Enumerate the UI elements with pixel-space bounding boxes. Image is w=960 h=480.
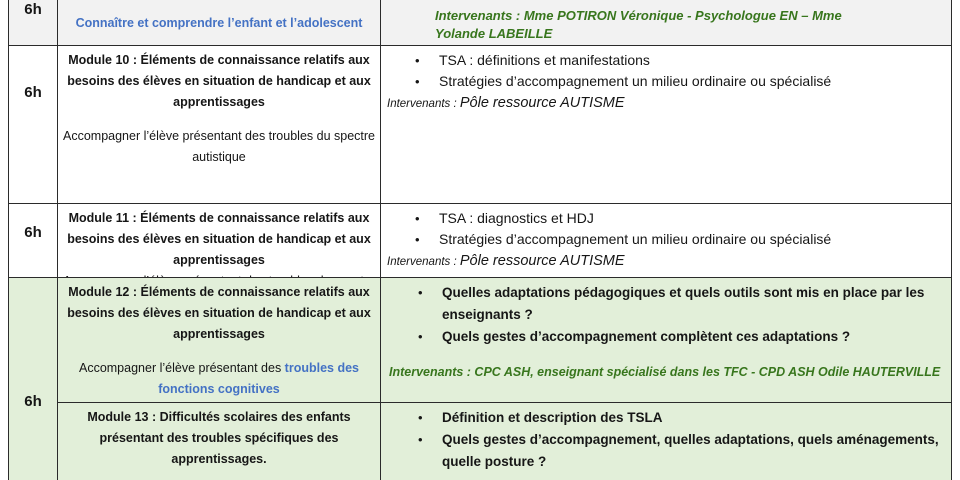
intervenants-text: Intervenants : CPC ASH, enseignant spéci… <box>389 365 941 379</box>
section-title: Connaître et comprendre l’enfant et l’ad… <box>75 15 363 30</box>
bullet-text: Stratégies d’accompagnement un milieu or… <box>439 73 832 89</box>
hours-value: 6h <box>24 84 42 101</box>
subtitle-highlight: troubles des fonctions cognitives <box>158 361 359 396</box>
bullet-text: Quels gestes d’accompagnement, quelles a… <box>442 432 939 469</box>
intervenants-value: Pôle ressource AUTISME <box>459 95 625 111</box>
intervenants-line: Intervenants : Pôle ressource AUTISME <box>387 250 943 273</box>
bullet-item: • Quelles adaptations pédagogiques et qu… <box>387 282 943 326</box>
intervenants-value: Pôle ressource AUTISME <box>459 253 625 269</box>
module-title: Module 12 : Éléments de connaissance rel… <box>67 285 371 341</box>
intervenants-text: Intervenants : Mme POTIRON Véronique - P… <box>435 8 842 41</box>
bullet-item: • Stratégies d’accompagnement un milieu … <box>387 229 943 250</box>
bullet-icon: • <box>415 232 420 247</box>
bullet-text: Quelles adaptations pédagogiques et quel… <box>442 285 925 322</box>
module-description-cell: Module 13 : Difficultés scolaires des en… <box>57 402 381 480</box>
bullet-icon: • <box>415 74 420 89</box>
bullet-text: Quels gestes d’accompagnement complètent… <box>442 329 851 344</box>
bullet-text: TSA : définitions et manifestations <box>439 52 650 68</box>
table-row-module10: 6h Module 10 : Éléments de connaissance … <box>8 45 952 204</box>
bullet-text: Stratégies d’accompagnement un milieu or… <box>439 231 832 247</box>
module-title: Module 11 : Éléments de connaissance rel… <box>67 211 371 267</box>
intervenants-label: Intervenants : <box>387 256 460 268</box>
hours-cell: 6h <box>8 0 58 46</box>
module-content-cell: • TSA : définitions et manifestations • … <box>380 45 952 204</box>
module-title: Module 10 : Éléments de connaissance rel… <box>67 53 371 109</box>
bullet-text: TSA : diagnostics et HDJ <box>439 210 594 226</box>
section-title-cell: Connaître et comprendre l’enfant et l’ad… <box>57 0 381 46</box>
module-description-cell: Module 12 : Éléments de connaissance rel… <box>57 277 381 403</box>
bullet-item: • TSA : diagnostics et HDJ <box>387 208 943 229</box>
module-title: Module 13 : Difficultés scolaires des en… <box>87 410 351 466</box>
hours-value: 6h <box>24 392 42 410</box>
module-description-cell: Module 10 : Éléments de connaissance rel… <box>57 45 381 204</box>
bullet-item: • Quels gestes d’accompagnement, quelles… <box>387 429 943 473</box>
module-content-cell: • Quelles adaptations pédagogiques et qu… <box>380 277 952 403</box>
table-row-module12: 6h Module 12 : Éléments de connaissance … <box>8 277 952 480</box>
bullet-icon: • <box>418 285 423 300</box>
bullet-text: Définition et description des TSLA <box>442 410 663 425</box>
bullet-icon: • <box>415 53 420 68</box>
module-subtitle: Accompagner l’élève présentant des troub… <box>63 129 375 164</box>
bullet-icon: • <box>418 432 423 447</box>
bullet-item: • Définition et description des TSLA <box>387 407 943 429</box>
modules-table-green: 6h Module 12 : Éléments de connaissance … <box>8 277 952 480</box>
intervenants-label: Intervenants : <box>387 98 460 110</box>
bullet-icon: • <box>415 211 420 226</box>
module-content-cell: • Définition et description des TSLA • Q… <box>380 402 952 480</box>
subtitle-prefix: Accompagner l’élève présentant des <box>78 361 285 375</box>
bullet-item: • TSA : définitions et manifestations <box>387 50 943 71</box>
bullet-item: • Stratégies d’accompagnement un milieu … <box>387 71 943 92</box>
table-row-module13: Module 13 : Difficultés scolaires des en… <box>9 402 952 480</box>
bullet-item: • Quels gestes d’accompagnement complète… <box>387 326 943 348</box>
bullet-icon: • <box>418 329 423 344</box>
hours-cell: 6h <box>8 277 58 480</box>
bullet-icon: • <box>418 410 423 425</box>
module-subtitle: Accompagner l’élève présentant des troub… <box>62 358 376 400</box>
intervenants-line: Intervenants : Pôle ressource AUTISME <box>387 92 943 115</box>
table-row-header: 6h Connaître et comprendre l’enfant et l… <box>8 0 952 46</box>
hours-value: 6h <box>24 224 42 241</box>
hours-value: 6h <box>24 1 42 18</box>
intervenants-cell: Intervenants : Mme POTIRON Véronique - P… <box>380 0 952 46</box>
hours-cell: 6h <box>8 45 58 204</box>
